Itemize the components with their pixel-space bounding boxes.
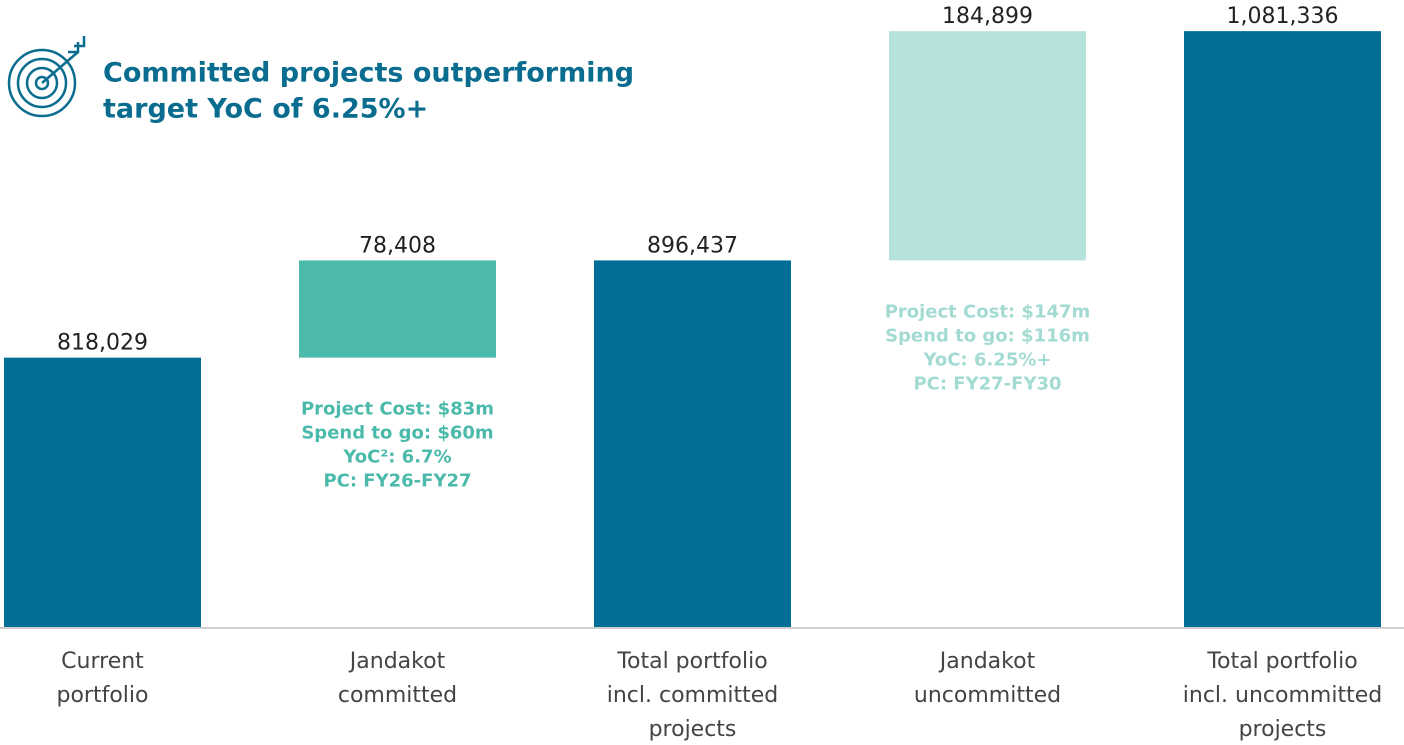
annotation: PC: FY27-FY30 [913, 373, 1061, 394]
annotation: Spend to go: $60m [301, 423, 493, 444]
annotation: YoC: 6.25%+ [923, 349, 1052, 370]
bar [889, 31, 1086, 261]
x-tick-label: Total portfolio [616, 649, 767, 674]
value-label: 818,029 [57, 331, 148, 356]
x-tick-label: uncommitted [914, 683, 1061, 708]
x-tick-label: committed [338, 683, 457, 708]
value-label: 896,437 [647, 233, 738, 258]
x-tick-label: Current [61, 649, 144, 674]
bar [1184, 31, 1381, 628]
x-tick-label: projects [649, 717, 737, 742]
annotation: Project Cost: $147m [885, 301, 1091, 322]
chart-title: Committed projects outperforming [103, 58, 634, 89]
x-tick-label: Jandakot [348, 649, 446, 674]
x-tick-label: projects [1239, 717, 1327, 742]
x-tick-label: incl. committed [607, 683, 779, 708]
x-tick-label: Total portfolio [1206, 649, 1357, 674]
bar [4, 357, 201, 628]
annotation: Project Cost: $83m [301, 399, 494, 420]
x-tick-label: incl. uncommitted [1183, 683, 1382, 708]
chart-title: target YoC of 6.25%+ [103, 94, 428, 125]
annotation: PC: FY26-FY27 [323, 471, 471, 492]
x-tick-label: portfolio [57, 683, 149, 708]
target-icon [7, 36, 86, 118]
x-tick-label: Jandakot [938, 649, 1036, 674]
annotation: YoC²: 6.7% [342, 447, 451, 468]
value-label: 184,899 [942, 4, 1033, 29]
bar [594, 260, 791, 628]
value-label: 1,081,336 [1227, 4, 1339, 29]
value-label: 78,408 [359, 233, 436, 258]
bar [299, 260, 496, 358]
annotation: Spend to go: $116m [885, 325, 1090, 346]
